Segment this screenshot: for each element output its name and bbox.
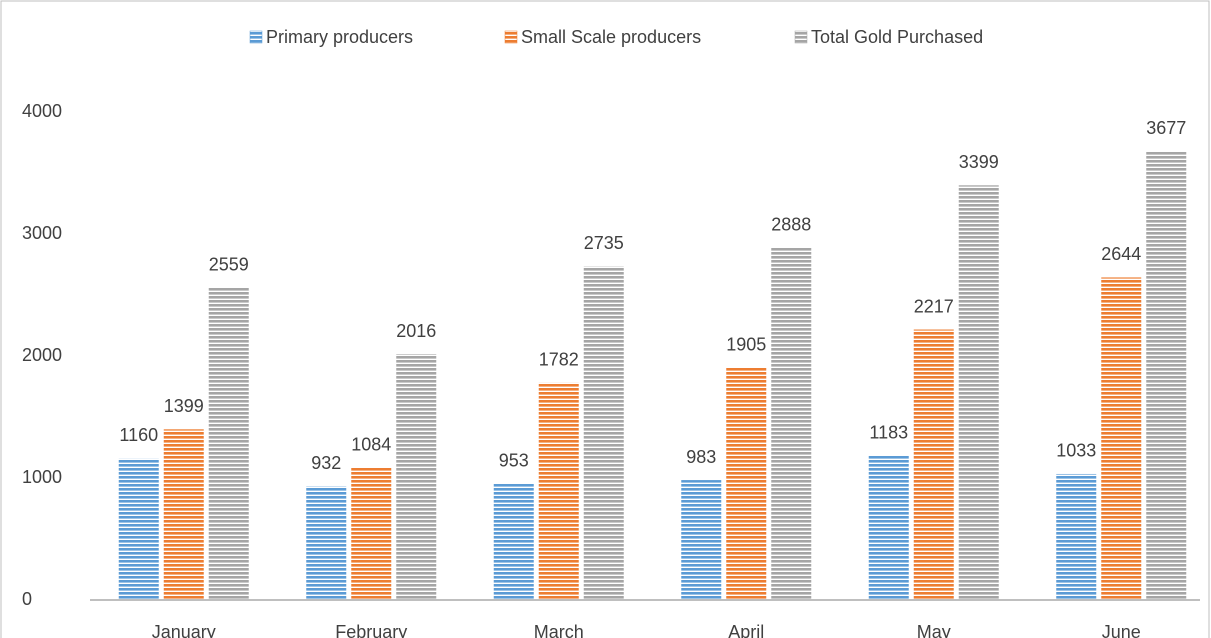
value-label: 1399: [164, 396, 204, 416]
value-label: 3677: [1146, 118, 1186, 138]
y-tick-label: 1000: [22, 467, 62, 487]
bar: [958, 185, 999, 600]
value-label: 2217: [914, 296, 954, 316]
bar: [396, 354, 437, 600]
bar: [681, 480, 722, 600]
bar: [583, 266, 624, 600]
bar: [726, 367, 767, 600]
bar: [351, 467, 392, 600]
bar: [1056, 473, 1097, 600]
value-label: 2644: [1101, 244, 1141, 264]
bar: [493, 483, 534, 600]
x-tick-label: March: [534, 622, 584, 638]
value-label: 1782: [539, 349, 579, 369]
legend-label: Total Gold Purchased: [811, 27, 983, 47]
bar: [913, 329, 954, 600]
y-tick-label: 3000: [22, 223, 62, 243]
bar: [868, 455, 909, 600]
bar: [306, 486, 347, 600]
x-tick-label: May: [917, 622, 951, 638]
bar: [538, 382, 579, 600]
legend-swatch: [249, 30, 263, 44]
y-tick-label: 4000: [22, 101, 62, 121]
value-label: 2888: [771, 214, 811, 234]
y-tick-label: 2000: [22, 345, 62, 365]
bar: [1146, 151, 1187, 600]
value-label: 3399: [959, 152, 999, 172]
value-label: 983: [686, 447, 716, 467]
bar: [208, 287, 249, 600]
value-label: 953: [499, 450, 529, 470]
value-label: 1183: [869, 422, 908, 442]
value-label: 2016: [396, 321, 436, 341]
x-tick-label: February: [335, 622, 407, 638]
legend-swatch: [794, 30, 808, 44]
bar: [771, 247, 812, 600]
value-label: 1033: [1056, 441, 1096, 461]
legend-swatch: [504, 30, 518, 44]
x-tick-label: June: [1102, 622, 1141, 638]
bar: [163, 429, 204, 600]
bar: [1101, 277, 1142, 600]
value-label: 1905: [726, 334, 766, 354]
value-label: 1084: [351, 435, 391, 455]
y-tick-label: 0: [22, 589, 32, 609]
value-label: 932: [311, 453, 341, 473]
value-label: 2735: [584, 233, 624, 253]
legend-label: Small Scale producers: [521, 27, 701, 47]
bar: [118, 458, 159, 600]
x-tick-label: April: [728, 622, 764, 638]
x-tick-label: January: [152, 622, 216, 638]
value-label: 1160: [119, 425, 158, 445]
value-label: 2559: [209, 255, 249, 275]
legend-label: Primary producers: [266, 27, 413, 47]
